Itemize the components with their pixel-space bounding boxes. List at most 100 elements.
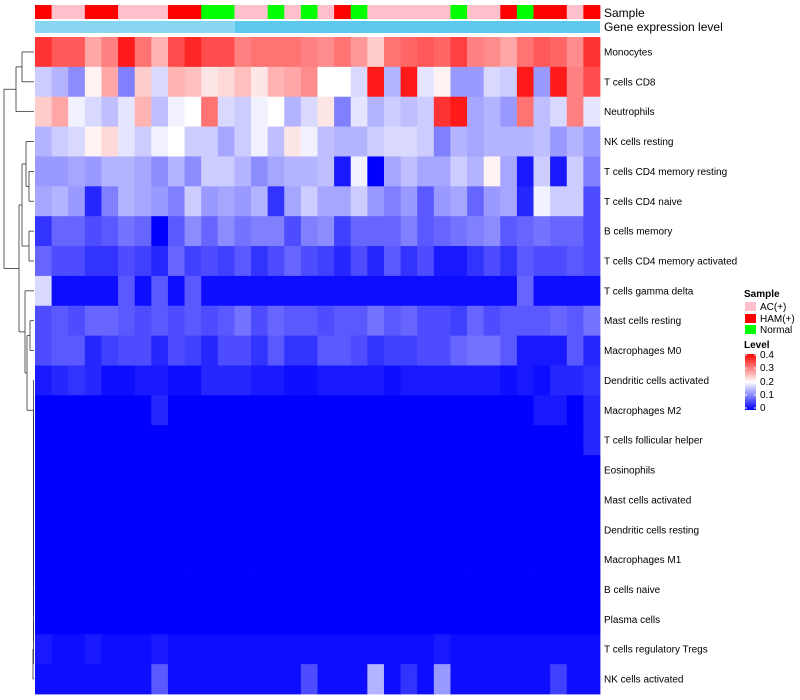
heatmap-cell [101,186,119,217]
heatmap-cell [317,156,335,187]
heatmap-cell [151,216,169,247]
heatmap-cell [417,484,435,516]
heatmap-cell [101,544,119,575]
heatmap-cell [566,37,584,68]
heatmap-cell [267,66,285,98]
heatmap-cell [467,37,485,68]
heatmap-cell [566,216,584,247]
heatmap-cell [483,335,501,366]
row-label: T cells follicular helper [604,436,703,447]
heatmap-cell [317,634,335,665]
heatmap-cell [516,96,534,127]
heatmap-cell [383,305,401,337]
heatmap-cell [350,216,368,247]
heatmap-cell [516,425,534,456]
heatmap-cell [334,186,352,217]
heatmap-cell [350,126,368,157]
heatmap-cell [251,484,269,516]
heatmap-cell [51,66,69,98]
heatmap-cell [367,126,385,157]
heatmap-cell [84,544,102,575]
heatmap-cell [151,664,169,695]
heatmap-cell [300,156,318,187]
heatmap-cell [300,455,318,486]
heatmap-cell [350,305,368,337]
heatmap-cell [201,634,219,665]
heatmap-cell [35,484,53,516]
heatmap-cell [583,335,601,366]
heatmap-cell [583,246,601,277]
heatmap-cell [500,186,518,217]
heatmap-cell [334,96,352,127]
heatmap-cell [284,216,302,247]
heatmap-cell [51,604,69,635]
heatmap-cell [284,455,302,486]
heatmap-cell [167,425,185,456]
heatmap-cell [251,37,269,68]
heatmap-cell [317,455,335,486]
heatmap-cell [317,216,335,247]
heatmap-cell [118,544,136,575]
heatmap-cell [184,66,202,98]
heatmap-cell [184,514,202,546]
heatmap-cell [300,544,318,575]
heatmap-cell [566,66,584,98]
heatmap-cell [433,96,451,127]
heatmap-cell [483,514,501,546]
heatmap-cell [35,156,53,187]
heatmap-cell [68,66,86,98]
heatmap-cell [317,425,335,456]
heatmap-cell [300,216,318,247]
heatmap-cell [433,335,451,366]
heatmap-cell [334,156,352,187]
heatmap-cell [467,484,485,516]
heatmap-cell [417,216,435,247]
sample-annotation-cell [118,5,136,19]
heatmap-cell [68,305,86,337]
heatmap-cell [433,664,451,695]
sample-annotation-cell [284,5,302,19]
heatmap-cell [400,246,418,277]
heatmap-cell [101,37,119,68]
heatmap-cell [566,156,584,187]
heatmap-cell [550,484,568,516]
heatmap-cell [284,395,302,426]
heatmap-cell [35,96,53,127]
heatmap-cell [217,395,235,426]
row-label: T cells CD4 naive [604,197,683,208]
heatmap-cell [84,574,102,605]
heatmap-cell [550,514,568,546]
heatmap-cell [450,634,468,665]
heatmap-cell [500,634,518,665]
heatmap-cell [550,664,568,695]
heatmap-cell [68,395,86,426]
heatmap-cell [217,96,235,127]
heatmap-cell [118,574,136,605]
heatmap-cell [184,425,202,456]
heatmap-cell [383,216,401,247]
heatmap-cell [450,335,468,366]
heatmap-cell [483,126,501,157]
heatmap-cell [234,395,252,426]
heatmap-cell [350,96,368,127]
sample-annotation-cell [467,5,485,19]
sample-annotation-cell [300,5,318,19]
heatmap-cell [583,216,601,247]
heatmap-cell [267,96,285,127]
heatmap-cell [118,216,136,247]
heatmap-cell [367,484,385,516]
row-label: Mast cells resting [604,316,681,327]
heatmap-cell [550,634,568,665]
heatmap-cell [500,335,518,366]
sample-annotation-cell [84,5,102,19]
heatmap-cell [267,126,285,157]
heatmap-cell [184,186,202,217]
heatmap-cell [35,37,53,68]
heatmap-cell [450,246,468,277]
heatmap-cell [533,634,551,665]
heatmap-cell [217,664,235,695]
legend-sample-title: Sample [744,289,780,300]
heatmap-cell [400,216,418,247]
heatmap-cell [483,305,501,337]
heatmap-cell [483,455,501,486]
